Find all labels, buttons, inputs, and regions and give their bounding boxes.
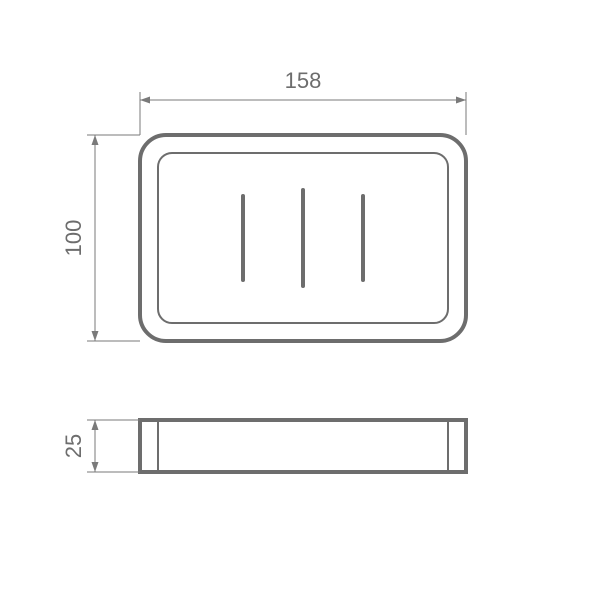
dimension-width-label: 158 [285, 68, 322, 93]
dimension-depth: 25 [61, 420, 140, 472]
technical-drawing: 158 100 25 [0, 0, 600, 600]
dimension-height-label: 100 [61, 220, 86, 257]
dimension-height: 100 [61, 135, 140, 341]
dimension-depth-label: 25 [61, 434, 86, 458]
side-view-outer [140, 420, 466, 472]
dimension-width: 158 [140, 68, 466, 135]
